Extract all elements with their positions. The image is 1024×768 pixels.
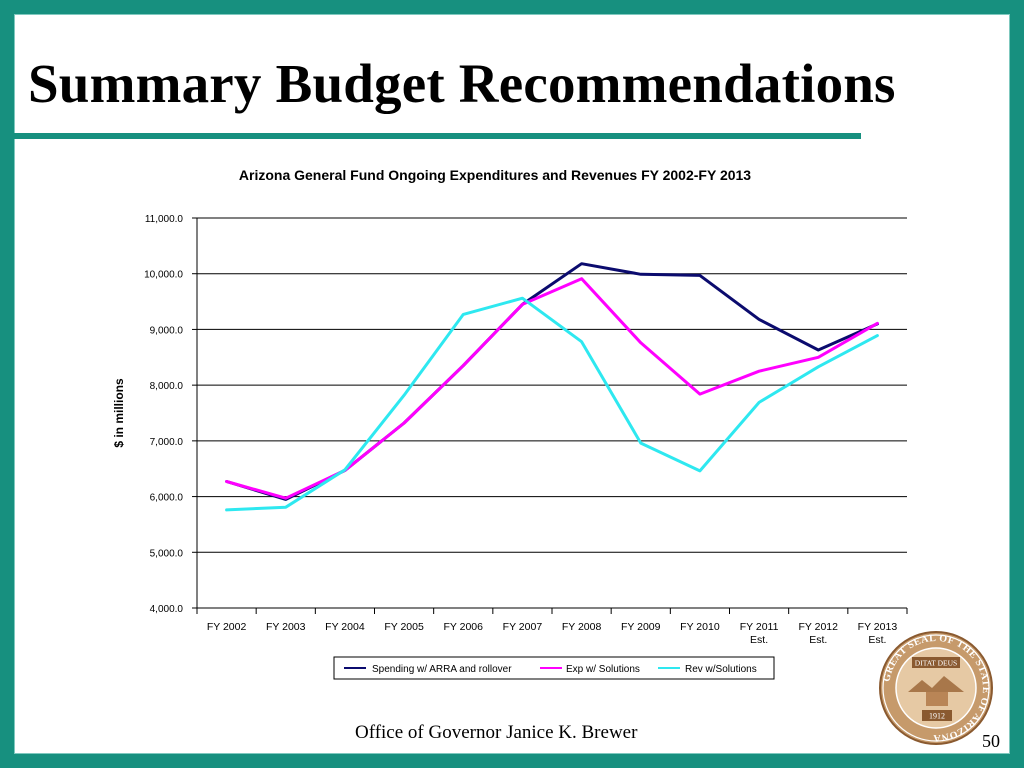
state-seal-icon: GREAT SEAL OF THE STATE OF ARIZONA DITAT… (879, 631, 993, 745)
x-tick-label: FY 2002 (207, 621, 247, 633)
y-axis-label: $ in millions (112, 378, 126, 448)
legend-label-3: Rev w/Solutions (685, 664, 757, 675)
x-tick-label: FY 2007 (503, 621, 543, 633)
x-tick-label: FY 2008 (562, 621, 602, 633)
title-underline (14, 133, 861, 139)
y-tick-label: 8,000.0 (150, 381, 184, 392)
seal-year: 1912 (929, 712, 945, 721)
y-tick-label: 5,000.0 (150, 548, 184, 559)
y-tick-label: 4,000.0 (150, 604, 184, 615)
x-tick-label: FY 2004 (325, 621, 365, 633)
x-tick-label: FY 2005 (384, 621, 424, 633)
slide-inner-frame (14, 14, 1010, 754)
x-tick-label: Est. (868, 634, 886, 646)
x-tick-label: Est. (750, 634, 768, 646)
y-tick-label: 6,000.0 (150, 493, 184, 504)
series-line-3 (225, 296, 879, 512)
x-tick-label: FY 2003 (266, 621, 306, 633)
seal-motto: DITAT DEUS (915, 659, 957, 668)
legend-label-2: Exp w/ Solutions (566, 664, 640, 675)
page-number: 50 (982, 731, 1000, 751)
x-tick-label: FY 2012 (798, 621, 838, 633)
y-tick-label: 7,000.0 (150, 437, 184, 448)
slide-title: Summary Budget Recommendations (28, 53, 896, 114)
y-tick-label: 10,000.0 (144, 270, 183, 281)
y-tick-label: 9,000.0 (150, 325, 184, 336)
chart-title: Arizona General Fund Ongoing Expenditure… (239, 167, 751, 183)
x-tick-label: FY 2006 (443, 621, 483, 633)
x-tick-label: FY 2009 (621, 621, 661, 633)
x-tick-label: Est. (809, 634, 827, 646)
x-tick-label: FY 2010 (680, 621, 720, 633)
y-tick-label: 11,000.0 (145, 214, 184, 225)
footer-text: Office of Governor Janice K. Brewer (355, 722, 638, 743)
series-line-1 (225, 262, 879, 501)
x-tick-label: FY 2013 (858, 621, 898, 633)
x-tick-label: FY 2011 (740, 621, 779, 633)
legend-label-1: Spending w/ ARRA and rollover (372, 664, 512, 675)
